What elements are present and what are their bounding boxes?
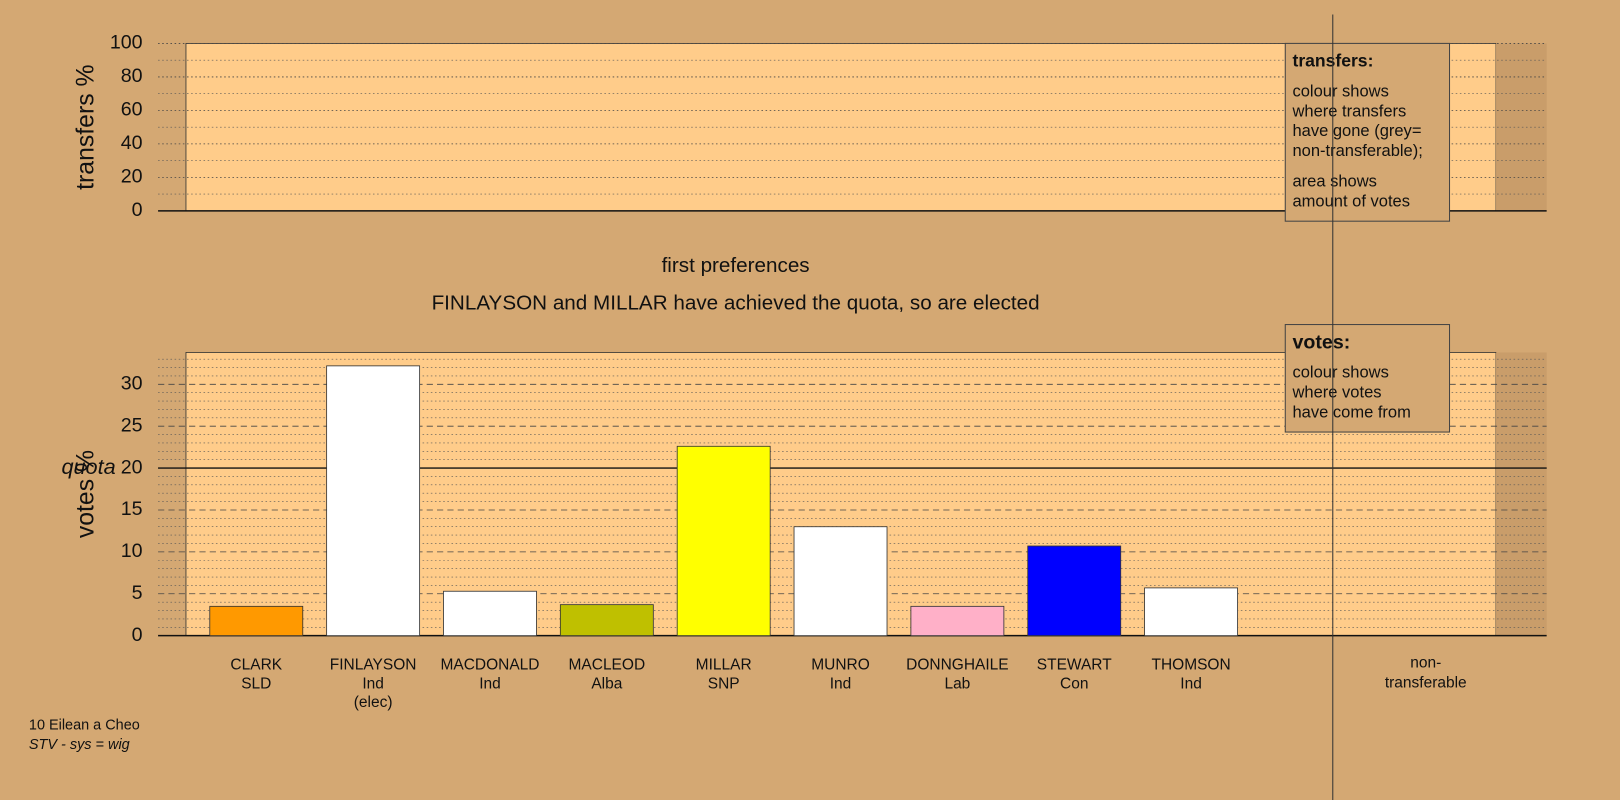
legend-text: have gone (grey= bbox=[1292, 121, 1421, 140]
y-tick-label: 0 bbox=[132, 624, 143, 646]
party-label: Ind bbox=[1180, 675, 1202, 692]
bar bbox=[1144, 587, 1238, 637]
footer: 10 Eilean a Cheo bbox=[29, 717, 140, 733]
x-tick-label: CLARK bbox=[230, 657, 282, 674]
y-tick-label: 60 bbox=[121, 99, 143, 121]
bar bbox=[793, 526, 888, 637]
y-axis-title: votes % bbox=[72, 450, 99, 538]
x-tick-label: DONNGHAILE bbox=[906, 657, 1008, 674]
bar bbox=[559, 604, 654, 637]
y-axis-title: transfers % bbox=[72, 64, 99, 189]
legend-text: amount of votes bbox=[1292, 191, 1409, 210]
bar bbox=[326, 365, 421, 637]
bar bbox=[910, 605, 1005, 637]
party-label: Alba bbox=[591, 675, 622, 692]
party-label: SNP bbox=[708, 675, 740, 692]
note-label: (elec) bbox=[354, 694, 393, 711]
y-tick-label: 20 bbox=[121, 166, 143, 188]
quota-label: quota bbox=[61, 454, 115, 479]
legend-text: non-transferable); bbox=[1292, 141, 1422, 160]
party-label: Ind bbox=[362, 675, 384, 692]
x-tick-label: MUNRO bbox=[811, 657, 870, 674]
x-tick-label: MACDONALD bbox=[440, 657, 539, 674]
y-tick-label: 30 bbox=[121, 372, 143, 394]
bar bbox=[1027, 545, 1122, 637]
x-tick-label: THOMSON bbox=[1151, 657, 1230, 674]
y-tick-label: 10 bbox=[121, 540, 143, 562]
legend-text: colour shows bbox=[1292, 362, 1388, 381]
y-tick-label: 0 bbox=[132, 199, 143, 221]
y-tick-label: 20 bbox=[121, 456, 143, 478]
y-tick-label: 5 bbox=[132, 582, 143, 604]
legend-text: where votes bbox=[1291, 382, 1381, 401]
footer: STV - sys = wig bbox=[29, 737, 130, 753]
party-label: Ind bbox=[830, 675, 852, 692]
y-tick-label: 40 bbox=[121, 132, 143, 154]
x-tick-label: MACLEOD bbox=[569, 657, 646, 674]
y-tick-label: 100 bbox=[110, 32, 143, 54]
legend-title: votes: bbox=[1292, 331, 1350, 353]
y-tick-label: 25 bbox=[121, 414, 143, 436]
x-tick-label: MILLAR bbox=[696, 657, 752, 674]
legend-box bbox=[1284, 324, 1451, 433]
party-label: Con bbox=[1060, 675, 1088, 692]
bar bbox=[209, 605, 304, 637]
annotation: FINLAYSON and MILLAR have achieved the q… bbox=[432, 291, 1040, 314]
x-tick-label: STEWART bbox=[1037, 657, 1112, 674]
x-tick-label: FINLAYSON bbox=[330, 657, 417, 674]
bar bbox=[676, 445, 771, 637]
bar bbox=[443, 590, 537, 637]
party-label: Lab bbox=[944, 675, 970, 692]
party-label: Ind bbox=[479, 675, 501, 692]
party-label: SLD bbox=[241, 675, 271, 692]
legend-box bbox=[1284, 42, 1451, 222]
subtitle: first preferences bbox=[662, 254, 810, 277]
legend-text: area shows bbox=[1292, 171, 1376, 190]
non-transferable-label: transferable bbox=[1385, 674, 1467, 691]
shaded-area bbox=[1496, 352, 1547, 636]
non-transferable-label: non- bbox=[1410, 655, 1441, 672]
y-tick-label: 80 bbox=[121, 65, 143, 87]
legend-text: have come from bbox=[1292, 402, 1410, 421]
legend-text: where transfers bbox=[1291, 101, 1406, 120]
y-tick-label: 15 bbox=[121, 498, 143, 520]
legend-text: colour shows bbox=[1292, 81, 1388, 100]
shaded-area bbox=[1496, 43, 1547, 211]
